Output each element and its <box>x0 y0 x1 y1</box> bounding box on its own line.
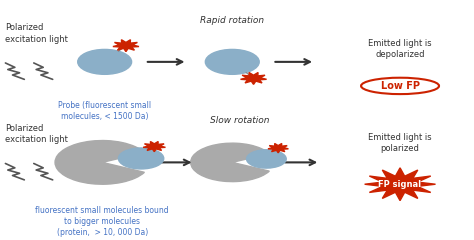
Text: Emitted light is
depolarized: Emitted light is depolarized <box>368 39 432 59</box>
Text: Probe (fluorescent small
molecules, < 1500 Da): Probe (fluorescent small molecules, < 15… <box>58 101 151 121</box>
Circle shape <box>205 49 259 74</box>
Text: Slow rotation: Slow rotation <box>210 116 269 125</box>
Polygon shape <box>268 144 289 153</box>
Text: fluorescent small molecules bound
to bigger molecules
(protein,  > 10, 000 Da): fluorescent small molecules bound to big… <box>36 206 169 237</box>
Text: Polarized
excitation light: Polarized excitation light <box>5 24 68 43</box>
Polygon shape <box>113 40 139 52</box>
Polygon shape <box>143 142 165 152</box>
Text: Polarized
excitation light: Polarized excitation light <box>5 124 68 144</box>
Text: Low FP: Low FP <box>381 81 419 91</box>
Text: Emitted light is
polarized: Emitted light is polarized <box>368 133 432 153</box>
Text: Rapid rotation: Rapid rotation <box>200 16 264 25</box>
Polygon shape <box>240 72 266 84</box>
Text: FP signal: FP signal <box>378 180 421 189</box>
Wedge shape <box>191 143 269 182</box>
Polygon shape <box>365 168 436 201</box>
Circle shape <box>118 148 164 169</box>
Circle shape <box>246 150 286 168</box>
Wedge shape <box>55 141 145 184</box>
Circle shape <box>78 49 132 74</box>
